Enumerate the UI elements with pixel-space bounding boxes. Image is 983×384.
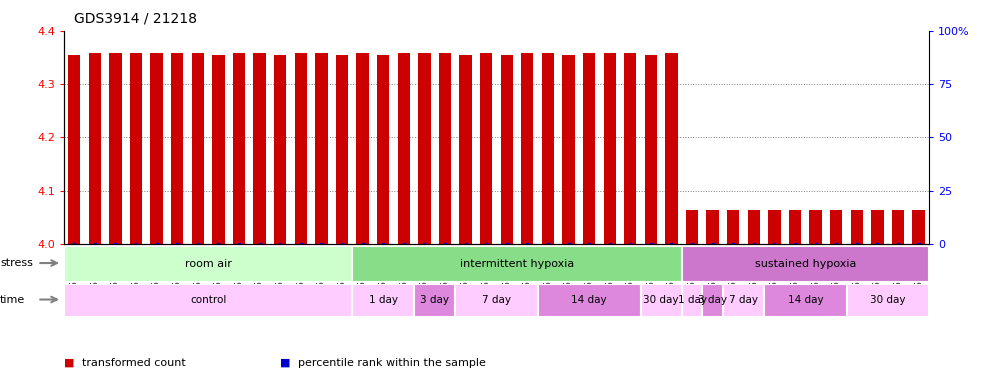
- Bar: [459, 55, 472, 244]
- Bar: [295, 53, 307, 244]
- Text: stress: stress: [0, 258, 32, 268]
- Bar: [233, 53, 245, 244]
- Bar: [846, 284, 929, 317]
- Bar: [538, 284, 641, 317]
- Bar: [624, 53, 636, 244]
- Bar: [109, 53, 122, 244]
- Bar: [682, 246, 929, 282]
- Bar: [212, 55, 224, 244]
- Bar: [645, 55, 657, 244]
- Bar: [665, 53, 677, 244]
- Bar: [336, 55, 348, 244]
- Text: ■: ■: [64, 358, 75, 368]
- Bar: [686, 210, 698, 244]
- Text: transformed count: transformed count: [82, 358, 186, 368]
- Text: intermittent hypoxia: intermittent hypoxia: [460, 259, 574, 269]
- Bar: [727, 210, 739, 244]
- Text: control: control: [190, 295, 226, 306]
- Bar: [68, 55, 81, 244]
- Bar: [480, 53, 492, 244]
- Bar: [357, 53, 369, 244]
- Bar: [418, 53, 431, 244]
- Bar: [542, 53, 554, 244]
- Bar: [438, 53, 451, 244]
- Bar: [192, 53, 203, 244]
- Text: room air: room air: [185, 259, 232, 269]
- Bar: [88, 53, 101, 244]
- Bar: [604, 53, 616, 244]
- Bar: [764, 284, 846, 317]
- Text: sustained hypoxia: sustained hypoxia: [755, 259, 856, 269]
- Bar: [912, 210, 925, 244]
- Text: 3 day: 3 day: [420, 295, 449, 306]
- Text: 3 day: 3 day: [698, 295, 727, 306]
- Text: 14 day: 14 day: [571, 295, 607, 306]
- Text: 30 day: 30 day: [870, 295, 905, 306]
- Bar: [397, 53, 410, 244]
- Text: 7 day: 7 day: [729, 295, 758, 306]
- Bar: [500, 55, 513, 244]
- Text: time: time: [0, 295, 26, 305]
- Text: 1 day: 1 day: [369, 295, 398, 306]
- Bar: [682, 284, 703, 317]
- Text: 7 day: 7 day: [482, 295, 511, 306]
- Text: GDS3914 / 21218: GDS3914 / 21218: [74, 12, 197, 25]
- Bar: [64, 246, 352, 282]
- Bar: [789, 210, 801, 244]
- Bar: [376, 55, 389, 244]
- Bar: [316, 53, 327, 244]
- Bar: [748, 210, 760, 244]
- Bar: [809, 210, 822, 244]
- Bar: [707, 210, 719, 244]
- Bar: [871, 210, 884, 244]
- Bar: [455, 284, 538, 317]
- Bar: [769, 210, 781, 244]
- Bar: [892, 210, 904, 244]
- Bar: [254, 53, 265, 244]
- Bar: [723, 284, 764, 317]
- Bar: [414, 284, 455, 317]
- Bar: [850, 210, 863, 244]
- Bar: [130, 53, 143, 244]
- Bar: [274, 55, 286, 244]
- Bar: [562, 55, 575, 244]
- Bar: [830, 210, 842, 244]
- Text: 14 day: 14 day: [787, 295, 823, 306]
- Bar: [150, 53, 163, 244]
- Bar: [521, 53, 534, 244]
- Text: percentile rank within the sample: percentile rank within the sample: [298, 358, 486, 368]
- Text: 30 day: 30 day: [644, 295, 679, 306]
- Bar: [583, 53, 596, 244]
- Bar: [703, 284, 723, 317]
- Text: ■: ■: [280, 358, 291, 368]
- Text: 1 day: 1 day: [677, 295, 707, 306]
- Bar: [352, 246, 682, 282]
- Bar: [641, 284, 682, 317]
- Bar: [64, 284, 352, 317]
- Bar: [352, 284, 414, 317]
- Bar: [171, 53, 184, 244]
